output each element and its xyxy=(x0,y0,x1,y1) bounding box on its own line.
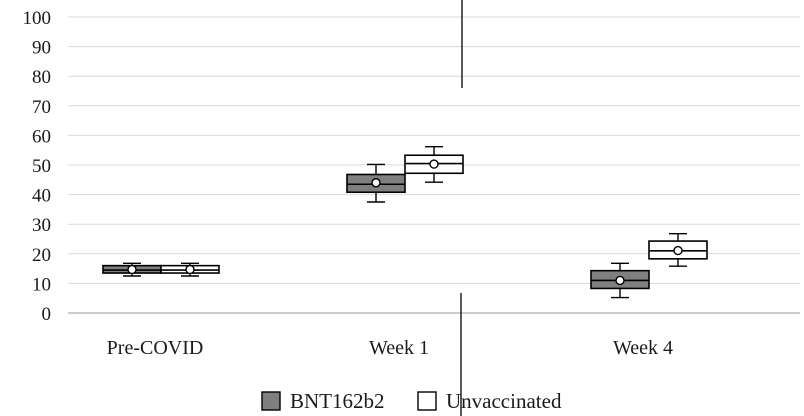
y-tick-label: 20 xyxy=(32,245,51,266)
box-unvaccinated xyxy=(404,145,464,183)
boxes xyxy=(102,145,708,299)
y-tick-label: 100 xyxy=(23,8,52,29)
mean-marker xyxy=(127,264,137,275)
mean-marker xyxy=(371,178,381,188)
mean-marker xyxy=(185,264,195,275)
legend-swatch xyxy=(417,391,437,411)
y-tick-label: 30 xyxy=(32,215,51,236)
legend-swatch xyxy=(261,391,281,411)
y-tick-label: 40 xyxy=(32,186,51,207)
box-unvaccinated xyxy=(160,262,220,277)
y-tick-label: 50 xyxy=(32,156,51,177)
x-category-label: Week 1 xyxy=(369,337,429,359)
legend: BNT162b2 Unvaccinated xyxy=(261,389,562,413)
box-bnt162b2 xyxy=(102,262,162,277)
legend-label: Unvaccinated xyxy=(446,389,562,413)
y-tick-label: 0 xyxy=(42,304,52,325)
x-category-label: Pre-COVID xyxy=(107,337,204,359)
y-tick-label: 60 xyxy=(32,126,51,147)
mean-marker xyxy=(673,245,683,256)
y-axis: 0 10 20 30 40 50 60 70 80 90 100 xyxy=(23,8,52,325)
x-category-label: Week 4 xyxy=(613,337,673,359)
x-axis: Pre-COVID Week 1 Week 4 xyxy=(107,337,673,359)
y-tick-label: 70 xyxy=(32,97,51,118)
mean-marker xyxy=(429,159,439,169)
box-bnt162b2 xyxy=(346,163,406,203)
y-tick-label: 10 xyxy=(32,274,51,295)
y-tick-label: 90 xyxy=(32,38,51,59)
box-bnt162b2 xyxy=(590,262,650,299)
y-tick-label: 80 xyxy=(32,67,51,88)
legend-label: BNT162b2 xyxy=(290,389,385,413)
box-unvaccinated xyxy=(648,232,708,267)
mean-marker xyxy=(615,275,625,286)
